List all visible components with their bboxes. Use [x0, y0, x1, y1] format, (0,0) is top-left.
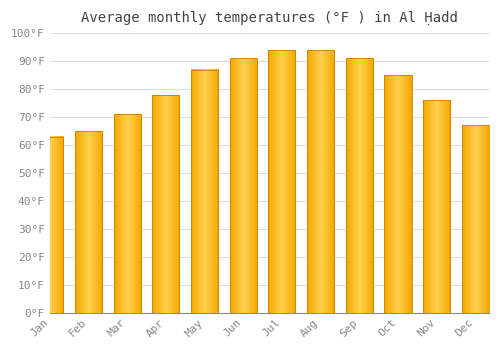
- Title: Average monthly temperatures (°F ) in Al Ḥadd: Average monthly temperatures (°F ) in Al…: [81, 11, 458, 25]
- Bar: [152, 95, 180, 313]
- Bar: [462, 125, 489, 313]
- Bar: [346, 58, 373, 313]
- Bar: [423, 100, 450, 313]
- Bar: [384, 75, 411, 313]
- Bar: [36, 136, 64, 313]
- Bar: [268, 50, 295, 313]
- Bar: [114, 114, 140, 313]
- Bar: [191, 70, 218, 313]
- Bar: [230, 58, 256, 313]
- Bar: [75, 131, 102, 313]
- Bar: [307, 50, 334, 313]
